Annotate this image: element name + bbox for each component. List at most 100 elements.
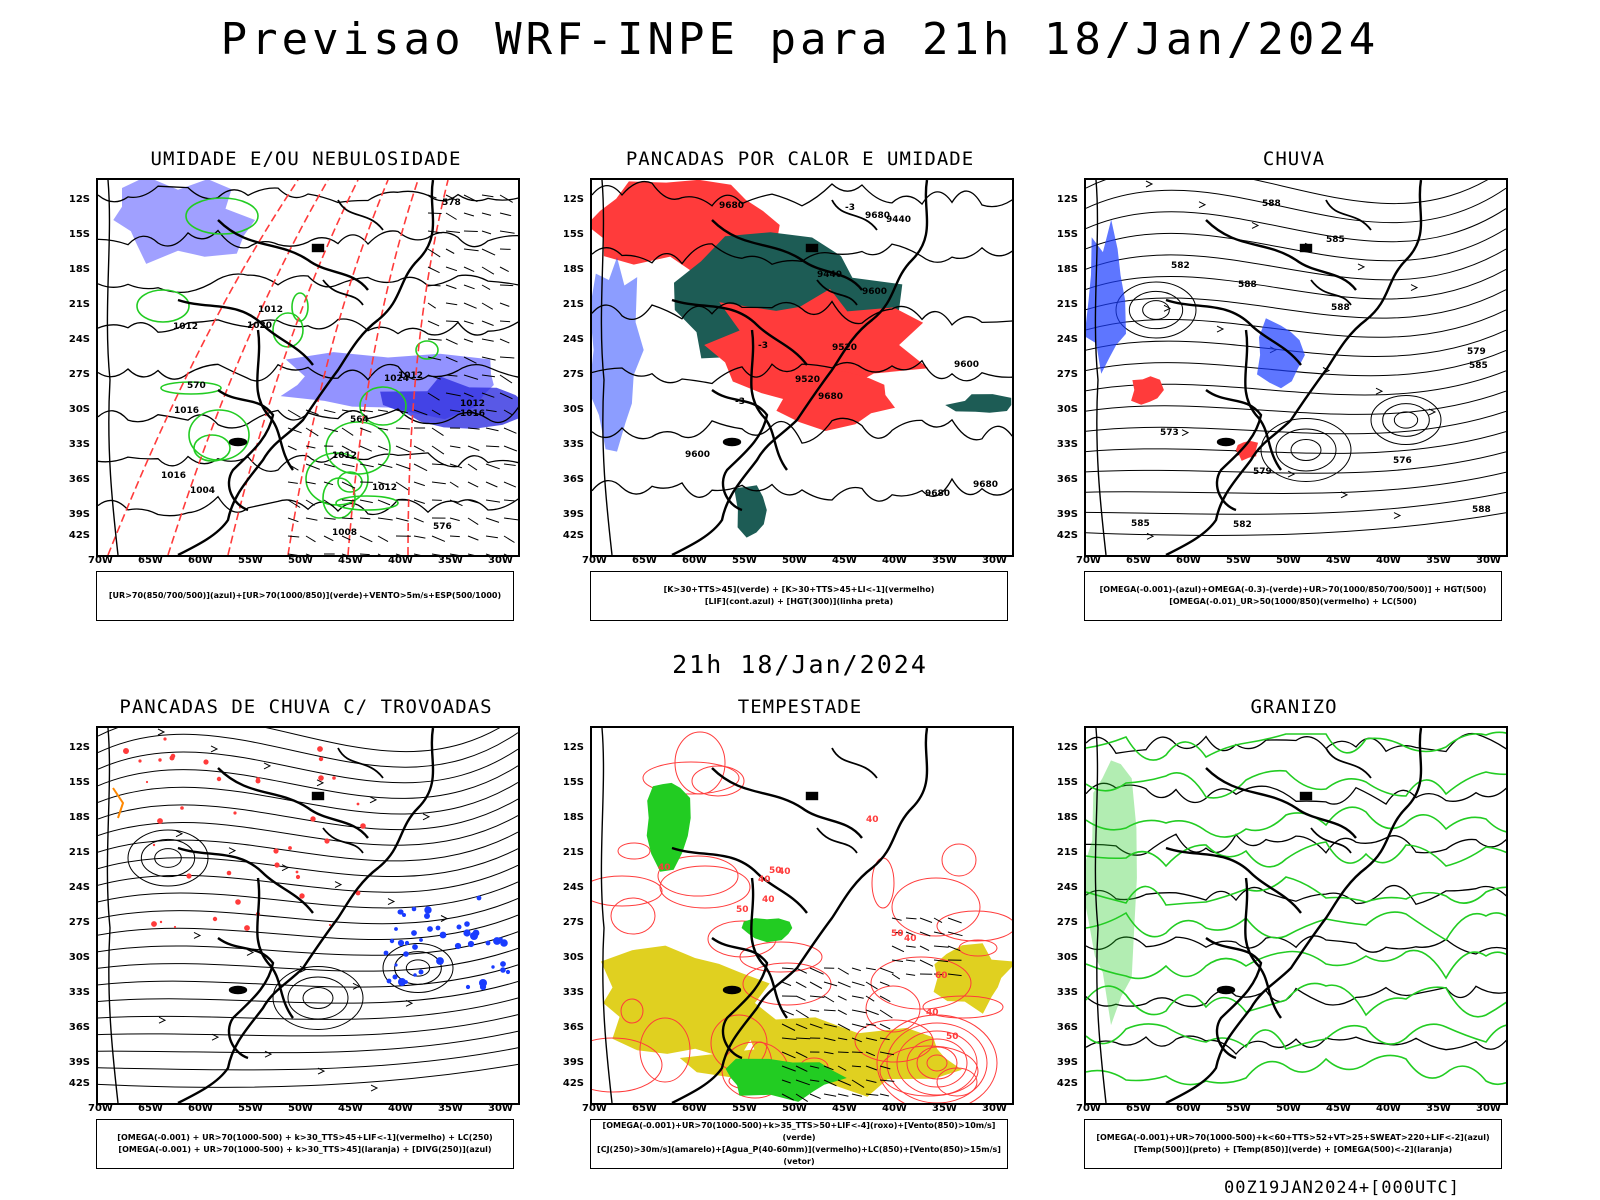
lat-tick-label: 21S	[1056, 299, 1078, 310]
lagoa-marker	[1216, 437, 1236, 447]
wind-vector	[431, 553, 441, 555]
vortex-ring	[287, 976, 349, 1020]
vortex-ring	[1393, 411, 1419, 429]
wind-vector	[781, 1037, 797, 1040]
storm-dot	[324, 838, 330, 844]
lat-tick-label: 33S	[1056, 987, 1078, 998]
wind-vector	[499, 374, 513, 384]
storm-dot	[163, 737, 167, 741]
divg-dot	[435, 925, 441, 931]
wind-vector	[449, 535, 460, 538]
streamline	[98, 947, 518, 972]
streamline	[98, 815, 518, 846]
streamline	[1086, 248, 1506, 281]
lake-marker	[805, 243, 819, 253]
lat-tick-label: 33S	[68, 987, 90, 998]
legend-granizo: [OMEGA(-0.001)+UR>70(1000-500)+k<60+TTS>…	[1084, 1119, 1502, 1169]
lat-tick-label: 24S	[562, 334, 584, 345]
lon-tick-label: 60W	[1176, 1103, 1201, 1114]
contour-label: -3	[758, 341, 768, 351]
storm-dot	[318, 756, 324, 762]
isoline	[592, 243, 1012, 266]
wind-vector	[413, 463, 428, 472]
wind-vector	[427, 338, 442, 341]
pw-contour	[674, 731, 726, 795]
storm-dot	[288, 846, 292, 850]
wind-vector	[305, 499, 315, 506]
divg-dot	[467, 940, 475, 948]
lat-tick-label: 24S	[562, 882, 584, 893]
vortex-ring	[1128, 290, 1184, 330]
lat-tick-label: 15S	[68, 229, 90, 240]
lon-tick-label: 55W	[732, 1103, 757, 1114]
wind-vectors	[781, 967, 895, 1103]
temp-850-line	[1086, 841, 1506, 868]
storm-dot	[212, 916, 218, 922]
contour-label: 1016	[174, 406, 199, 416]
wind-850-area	[725, 1058, 847, 1102]
state-border	[322, 747, 384, 854]
wind-vector	[795, 1093, 808, 1103]
wind-vector	[865, 1065, 878, 1071]
contour-label: 50	[769, 866, 782, 876]
lon-tick-label: 65W	[138, 555, 163, 566]
wind-vector	[287, 499, 301, 508]
humidity-area	[113, 180, 256, 264]
wind-vector	[879, 1079, 895, 1082]
andes-line	[1094, 180, 1107, 555]
wind-vector	[837, 1079, 851, 1086]
lat-tick-label: 36S	[68, 474, 90, 485]
lon-tick-label: 45W	[338, 1103, 363, 1114]
wind-vector	[781, 1093, 795, 1101]
wind-vector	[377, 499, 391, 506]
divg-dot	[411, 906, 417, 912]
storm-dot	[244, 925, 250, 931]
lon-tick-label: 40W	[882, 1103, 907, 1114]
contour-label: 9600	[862, 287, 887, 297]
legend-line: [UR>70(850/700/500)](azul)+[UR>70(1000/8…	[108, 591, 502, 600]
wind-vector	[445, 266, 458, 272]
wind-vector	[947, 945, 961, 952]
wind-vector	[449, 499, 463, 507]
temp-850-line	[1086, 806, 1506, 838]
wind-vector	[427, 374, 441, 380]
lon-tick-label: 70W	[88, 1103, 113, 1114]
contour-label: 40	[758, 875, 771, 885]
streamline	[1086, 187, 1506, 224]
lat-tick-label: 24S	[68, 882, 90, 893]
lat-tick-label: 18S	[1056, 812, 1078, 823]
wind-vector	[485, 481, 498, 488]
streamline	[98, 1047, 518, 1071]
wind-vector	[427, 356, 442, 361]
map-canvas	[1086, 728, 1506, 1103]
wind-vector	[287, 535, 300, 538]
wind-vector	[445, 374, 458, 377]
wind-vector	[795, 1023, 808, 1030]
lat-tick-label: 24S	[1056, 882, 1078, 893]
lat-tick-label: 39S	[68, 509, 90, 520]
wind-vector	[503, 535, 515, 543]
wind-vector	[499, 320, 511, 323]
wind-vector	[431, 535, 446, 542]
wind-vector	[449, 445, 461, 449]
streamline-arrow	[1410, 284, 1419, 292]
contour-label: 9680	[865, 211, 890, 221]
isoline	[98, 185, 518, 204]
streamline	[98, 997, 518, 1020]
lat-tick-label: 24S	[68, 334, 90, 345]
lon-tick-label: 50W	[782, 1103, 807, 1114]
streamline	[98, 798, 518, 831]
wind-vector	[891, 931, 902, 934]
wind-vector	[879, 995, 891, 1003]
wind-vector	[795, 1065, 808, 1072]
lon-tick-label: 55W	[1226, 555, 1251, 566]
lat-tick-label: 12S	[1056, 194, 1078, 205]
lon-tick-label: 30W	[982, 555, 1007, 566]
contour-label: 9600	[954, 360, 979, 370]
lat-tick-label: 30S	[1056, 404, 1078, 415]
legend-umidade: [UR>70(850/700/500)](azul)+[UR>70(1000/8…	[96, 571, 514, 621]
lagoa-marker	[1216, 985, 1236, 995]
wind-vector	[431, 481, 446, 485]
pw-contour	[639, 1017, 691, 1083]
wind-vector	[427, 320, 440, 327]
